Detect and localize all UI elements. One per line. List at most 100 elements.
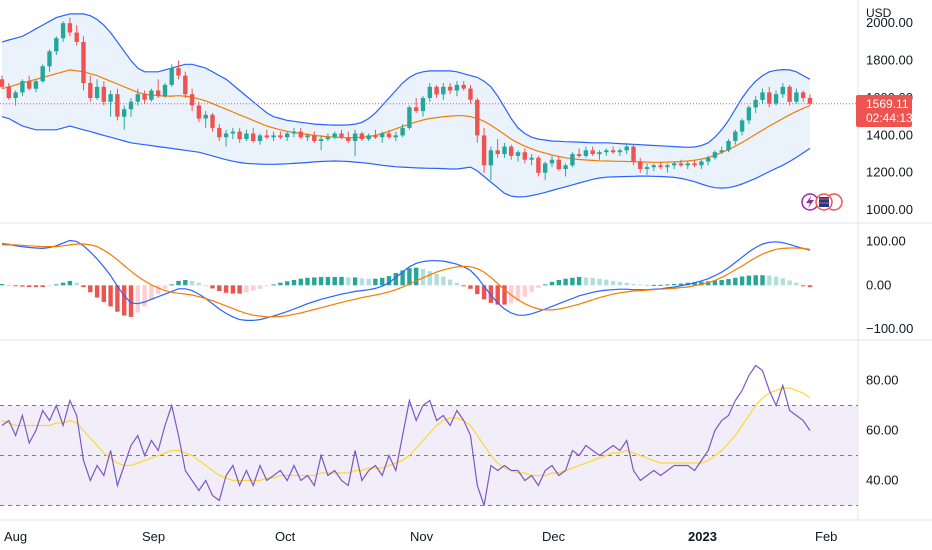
event-icons[interactable] [801,193,843,211]
candle[interactable] [468,88,473,100]
macd-histogram-bar[interactable] [40,285,45,288]
candle[interactable] [583,150,589,156]
macd-histogram-bar[interactable] [33,285,39,288]
candle[interactable] [780,86,785,95]
candle[interactable] [712,152,718,158]
candle[interactable] [257,135,263,141]
candle[interactable] [94,86,100,98]
candle[interactable] [597,152,602,155]
price-panel[interactable] [0,13,858,198]
macd-histogram-bar[interactable] [522,285,527,297]
macd-histogram-bar[interactable] [597,278,602,286]
candle[interactable] [481,135,487,166]
macd-histogram-bar[interactable] [13,285,18,287]
macd-histogram-bar[interactable] [753,275,758,286]
candle[interactable] [251,133,256,142]
candle[interactable] [570,154,575,166]
candle[interactable] [128,101,134,110]
macd-histogram-bar[interactable] [787,280,792,286]
candle[interactable] [692,163,697,166]
bollinger-lower-line[interactable] [1,116,811,198]
macd-histogram-bar[interactable] [149,285,154,300]
candle[interactable] [217,127,222,138]
candle[interactable] [81,41,86,83]
candle[interactable] [576,154,582,156]
candle[interactable] [522,152,527,160]
macd-histogram-bar[interactable] [461,285,466,287]
candle[interactable] [610,150,616,153]
macd-histogram-bar[interactable] [576,276,582,286]
macd-histogram-bar[interactable] [196,282,202,286]
macd-histogram-bar[interactable] [189,280,195,286]
candle[interactable] [556,159,561,169]
candle[interactable] [488,150,494,166]
candle[interactable] [699,161,704,166]
macd-histogram-bar[interactable] [807,285,813,288]
macd-histogram-bar[interactable] [610,280,616,286]
macd-histogram-bar[interactable] [617,281,623,286]
candle[interactable] [244,133,249,140]
macd-histogram-bar[interactable] [604,279,609,286]
macd-histogram-bar[interactable] [257,285,263,289]
candle[interactable] [447,86,453,91]
macd-histogram-bar[interactable] [74,282,79,286]
macd-histogram-bar[interactable] [305,277,310,286]
candle[interactable] [801,92,806,98]
macd-histogram-bar[interactable] [27,285,32,288]
candle[interactable] [631,146,636,162]
candle[interactable] [223,133,229,138]
macd-histogram-bar[interactable] [502,285,507,305]
candle[interactable] [6,86,11,98]
candle[interactable] [237,131,242,140]
macd-histogram-bar[interactable] [183,280,188,286]
candle[interactable] [210,114,215,128]
macd-histogram-bar[interactable] [203,285,208,287]
candle[interactable] [604,150,609,153]
candle[interactable] [20,81,25,93]
bollinger-upper-line[interactable] [1,13,811,148]
macd-histogram-bar[interactable] [692,282,697,286]
macd-histogram-bar[interactable] [156,285,161,295]
candle[interactable] [13,92,18,98]
macd-line[interactable] [1,239,811,321]
bollinger-basis-line[interactable] [1,69,811,163]
macd-histogram-bar[interactable] [47,285,52,287]
candle[interactable] [638,161,643,170]
macd-histogram-bar[interactable] [556,280,561,286]
macd-histogram-bar[interactable] [318,276,324,286]
macd-histogram-bar[interactable] [414,267,419,286]
macd-histogram-bar[interactable] [217,285,222,291]
macd-histogram-bar[interactable] [352,277,358,286]
macd-histogram-bar[interactable] [346,277,351,286]
candle[interactable] [475,99,480,136]
macd-histogram-bar[interactable] [20,285,25,287]
candle[interactable] [305,135,310,138]
macd-histogram-bar[interactable] [251,285,256,291]
candle[interactable] [312,135,317,141]
macd-signal-line[interactable] [2,243,811,318]
macd-histogram-bar[interactable] [583,277,589,286]
macd-histogram-bar[interactable] [468,285,473,289]
candle[interactable] [60,23,66,39]
candle[interactable] [794,92,799,102]
candle[interactable] [400,127,405,136]
candle[interactable] [183,75,188,95]
macd-histogram-bar[interactable] [162,285,168,289]
candle[interactable] [373,135,378,138]
macd-histogram-bar[interactable] [67,280,73,286]
candle[interactable] [644,167,650,169]
candle[interactable] [176,68,181,76]
candle[interactable] [366,135,371,140]
macd-histogram-bar[interactable] [475,285,480,295]
candle[interactable] [733,131,738,141]
candle[interactable] [108,94,113,102]
candle[interactable] [767,92,772,104]
macd-histogram-bar[interactable] [726,279,731,286]
candle[interactable] [563,165,568,169]
macd-histogram-bar[interactable] [739,276,745,286]
candle[interactable] [706,157,711,162]
candle[interactable] [773,94,779,104]
candle[interactable] [665,165,670,168]
macd-histogram-bar[interactable] [733,277,738,286]
candle[interactable] [590,150,595,154]
